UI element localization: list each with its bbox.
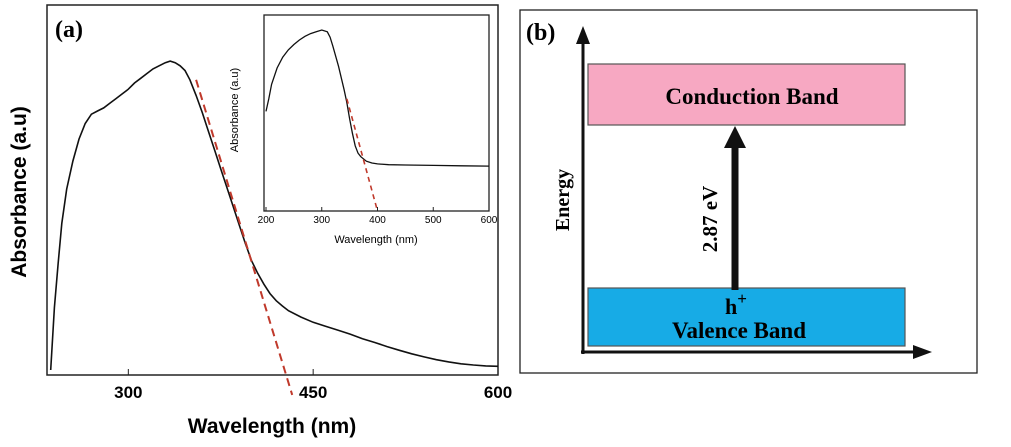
valence-band-label: Valence Band (672, 318, 806, 343)
hole-symbol: h (725, 294, 737, 319)
inset-x-tick-label-400: 400 (369, 215, 386, 226)
energy-axis-label: Energy (552, 169, 574, 231)
absorbance-curve (49, 60, 499, 371)
inset-x-axis-ticks: 200 300 400 500 600 (258, 207, 498, 226)
conduction-band-box (587, 63, 906, 126)
inset-x-tick-label-300: 300 (313, 215, 330, 226)
inset-chart: 200 300 400 500 600 Wavelength (nm) Absorban… (229, 14, 498, 246)
x-axis-label: Wavelength (nm) (188, 415, 356, 438)
panel-b-frame (519, 9, 978, 374)
hole-charge: + (737, 289, 747, 308)
x-tick-label-300: 300 (114, 383, 142, 402)
inset-x-tick-label-200: 200 (258, 215, 275, 226)
inset-tangent-line (346, 98, 379, 212)
panel-a: (a) 300 450 600 Wavelength (nm) Absorbance… (8, 4, 512, 438)
y-axis-label: Absorbance (a.u) (8, 106, 31, 278)
panel-b-label: (b) (526, 20, 555, 46)
panel-a-frame (46, 4, 499, 376)
valence-band-box (587, 287, 906, 347)
excitation-arrowhead (724, 126, 746, 148)
inset-x-tick-label-600: 600 (481, 215, 498, 226)
x-axis-ticks: 300 450 600 (114, 369, 512, 402)
inset-absorbance-curve (265, 29, 490, 167)
hole-label: h+ (725, 289, 747, 319)
inset-frame (263, 14, 490, 212)
x-tick-label-600: 600 (484, 383, 512, 402)
inset-y-axis-label: Absorbance (a.u) (229, 68, 241, 152)
band-gap-label: 2.87 eV (698, 186, 722, 253)
inset-x-tick-label-500: 500 (425, 215, 442, 226)
baseline-axis-arrowhead (913, 345, 932, 359)
conduction-band-label: Conduction Band (665, 84, 838, 109)
x-tick-label-450: 450 (299, 383, 327, 402)
panel-a-label: (a) (55, 17, 83, 43)
inset-x-axis-label: Wavelength (nm) (334, 234, 417, 246)
energy-axis-arrowhead (576, 26, 590, 44)
tangent-line (195, 79, 294, 396)
panel-b: (b) Energy Conduction Band h+ Valence Ba… (519, 9, 978, 374)
